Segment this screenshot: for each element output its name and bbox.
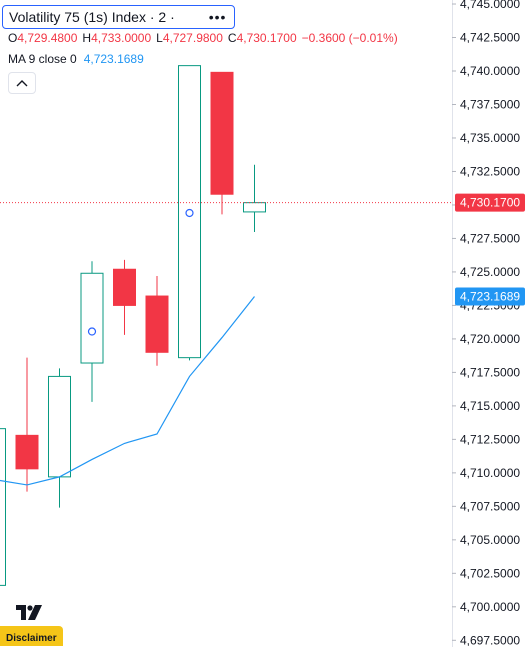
candle-body[interactable] xyxy=(113,268,136,306)
y-tick-label: 4,735.0000 xyxy=(460,131,520,145)
y-tick-label: 4,720.0000 xyxy=(460,332,520,346)
ma-price-label-background xyxy=(455,287,525,306)
open-value: 4,729.4800 xyxy=(17,31,78,45)
disclaimer-button[interactable]: Disclaimer xyxy=(0,626,63,646)
y-tick-label: 4,717.5000 xyxy=(460,365,520,379)
y-tick-label: 4,702.5000 xyxy=(460,566,520,580)
ma-label[interactable]: MA 9 close 0 xyxy=(8,52,77,66)
candle-body[interactable] xyxy=(145,295,169,353)
plot-area xyxy=(0,65,452,586)
collapse-legend-button[interactable] xyxy=(8,72,36,94)
candle-body[interactable] xyxy=(210,71,234,195)
y-tick-label: 4,725.0000 xyxy=(460,265,520,279)
chevron-up-icon xyxy=(16,80,28,87)
y-tick-label: 4,710.0000 xyxy=(460,466,520,480)
avg-price-marker xyxy=(87,327,97,336)
ma-price-label: 4,723.1689 xyxy=(460,289,520,303)
y-tick-label: 4,712.5000 xyxy=(460,432,520,446)
low-label: L xyxy=(156,31,163,45)
ma-legend[interactable]: MA 9 close 0 4,723.1689 xyxy=(8,52,144,66)
avg-price-marker xyxy=(185,208,194,218)
high-value: 4,733.0000 xyxy=(91,31,152,45)
candle-body[interactable] xyxy=(0,428,6,586)
close-label: C xyxy=(227,31,237,45)
high-label: H xyxy=(82,31,92,45)
ohlc-values: O4,729.4800 H4,733.0000 L4,727.9800 C4,730.… xyxy=(8,31,398,45)
candle-body[interactable] xyxy=(15,434,39,470)
y-tick-label: 4,745.0000 xyxy=(460,0,520,11)
open-label: O xyxy=(8,31,18,45)
y-tick-label: 4,697.5000 xyxy=(460,633,520,647)
price-axis-background xyxy=(452,0,529,647)
last-price-label: 4,730.1700 xyxy=(460,196,520,210)
y-tick-label: 4,705.0000 xyxy=(460,533,520,547)
ma-line xyxy=(0,296,255,486)
ma-value: 4,723.1689 xyxy=(83,52,144,66)
y-tick-label: 4,740.0000 xyxy=(460,64,520,78)
symbol-title[interactable]: Volatility 75 (1s) Index · 2 · xyxy=(9,9,175,25)
y-tick-label: 4,737.5000 xyxy=(460,97,520,111)
y-tick-label: 4,707.5000 xyxy=(460,499,520,513)
y-tick-label: 4,700.0000 xyxy=(460,600,520,614)
y-tick-label: 4,715.0000 xyxy=(460,399,520,413)
candle-body[interactable] xyxy=(243,202,266,213)
y-tick-label: 4,732.5000 xyxy=(460,164,520,178)
candle-body[interactable] xyxy=(48,375,71,478)
tradingview-logo[interactable] xyxy=(14,600,44,622)
y-tick-label: 4,742.5000 xyxy=(460,31,520,45)
symbol-legend[interactable]: Volatility 75 (1s) Index · 2 · ••• xyxy=(2,5,236,29)
more-dots-icon[interactable]: ••• xyxy=(208,9,227,25)
candle-body[interactable] xyxy=(80,272,104,364)
close-value: 4,730.1700 xyxy=(236,31,297,45)
change-value: −0.3600 (−0.01%) xyxy=(301,31,398,45)
y-tick-label: 4,727.5000 xyxy=(460,231,520,245)
price-axis[interactable]: 4,697.5000 4,700.0000 4,702.5000 4,705.0000… xyxy=(452,0,529,647)
last-price-label-background xyxy=(455,193,525,212)
low-value: 4,727.9800 xyxy=(162,31,223,45)
